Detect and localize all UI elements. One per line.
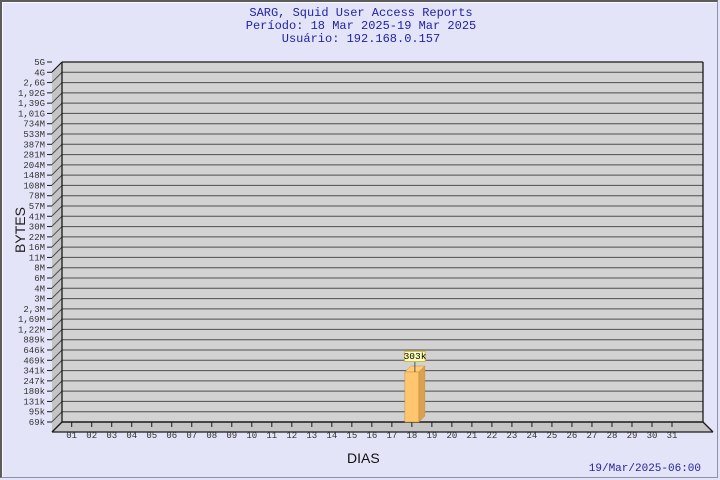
svg-text:27: 27 xyxy=(587,431,598,441)
svg-text:41M: 41M xyxy=(29,212,45,222)
svg-text:20: 20 xyxy=(446,431,457,441)
svg-text:1,39G: 1,39G xyxy=(18,99,45,109)
svg-text:24: 24 xyxy=(527,431,538,441)
svg-text:533M: 533M xyxy=(23,130,45,140)
svg-text:23: 23 xyxy=(507,431,518,441)
svg-text:22: 22 xyxy=(487,431,498,441)
svg-text:646k: 646k xyxy=(23,346,45,356)
svg-text:14: 14 xyxy=(326,431,337,441)
svg-text:22M: 22M xyxy=(29,233,45,243)
svg-text:5G: 5G xyxy=(34,58,45,68)
svg-text:28: 28 xyxy=(607,431,618,441)
svg-text:8M: 8M xyxy=(34,264,45,274)
svg-text:1,69M: 1,69M xyxy=(18,315,45,325)
svg-text:16M: 16M xyxy=(29,243,45,253)
svg-text:387M: 387M xyxy=(23,140,45,150)
svg-text:02: 02 xyxy=(86,431,97,441)
svg-text:4G: 4G xyxy=(34,68,45,78)
svg-text:281M: 281M xyxy=(23,151,45,161)
svg-text:3M: 3M xyxy=(34,295,45,305)
svg-text:26: 26 xyxy=(567,431,578,441)
svg-text:07: 07 xyxy=(186,431,197,441)
svg-text:12: 12 xyxy=(286,431,297,441)
svg-text:469k: 469k xyxy=(23,356,45,366)
svg-text:05: 05 xyxy=(146,431,157,441)
svg-text:148M: 148M xyxy=(23,171,45,181)
svg-text:180k: 180k xyxy=(23,387,45,397)
svg-text:21: 21 xyxy=(466,431,477,441)
svg-text:303k: 303k xyxy=(404,351,427,362)
svg-text:6M: 6M xyxy=(34,274,45,284)
svg-text:13: 13 xyxy=(306,431,317,441)
svg-text:78M: 78M xyxy=(29,192,45,202)
svg-text:31: 31 xyxy=(667,431,678,441)
svg-text:341k: 341k xyxy=(23,367,45,377)
svg-text:30M: 30M xyxy=(29,223,45,233)
svg-text:03: 03 xyxy=(106,431,117,441)
svg-text:30: 30 xyxy=(647,431,658,441)
svg-text:95k: 95k xyxy=(29,408,45,418)
svg-text:131k: 131k xyxy=(23,397,45,407)
svg-text:108M: 108M xyxy=(23,181,45,191)
svg-text:15: 15 xyxy=(346,431,357,441)
svg-text:10: 10 xyxy=(246,431,257,441)
svg-text:247k: 247k xyxy=(23,377,45,387)
svg-text:29: 29 xyxy=(627,431,638,441)
svg-text:16: 16 xyxy=(366,431,377,441)
svg-text:11M: 11M xyxy=(29,253,45,263)
svg-text:2,6G: 2,6G xyxy=(23,79,45,89)
svg-text:889k: 889k xyxy=(23,336,45,346)
svg-text:11: 11 xyxy=(266,431,277,441)
svg-text:09: 09 xyxy=(226,431,237,441)
svg-text:204M: 204M xyxy=(23,161,45,171)
svg-text:69k: 69k xyxy=(29,418,45,428)
svg-text:4M: 4M xyxy=(34,284,45,294)
svg-text:19: 19 xyxy=(426,431,437,441)
svg-text:06: 06 xyxy=(166,431,177,441)
svg-text:01: 01 xyxy=(66,431,77,441)
svg-text:1,01G: 1,01G xyxy=(18,109,45,119)
svg-text:2,3M: 2,3M xyxy=(23,305,45,315)
svg-text:1,92G: 1,92G xyxy=(18,89,45,99)
svg-text:17: 17 xyxy=(386,431,397,441)
svg-text:08: 08 xyxy=(206,431,217,441)
svg-text:18: 18 xyxy=(406,431,417,441)
svg-text:1,22M: 1,22M xyxy=(18,325,45,335)
svg-text:57M: 57M xyxy=(29,202,45,212)
svg-text:734M: 734M xyxy=(23,120,45,130)
svg-text:04: 04 xyxy=(126,431,137,441)
svg-text:25: 25 xyxy=(547,431,558,441)
